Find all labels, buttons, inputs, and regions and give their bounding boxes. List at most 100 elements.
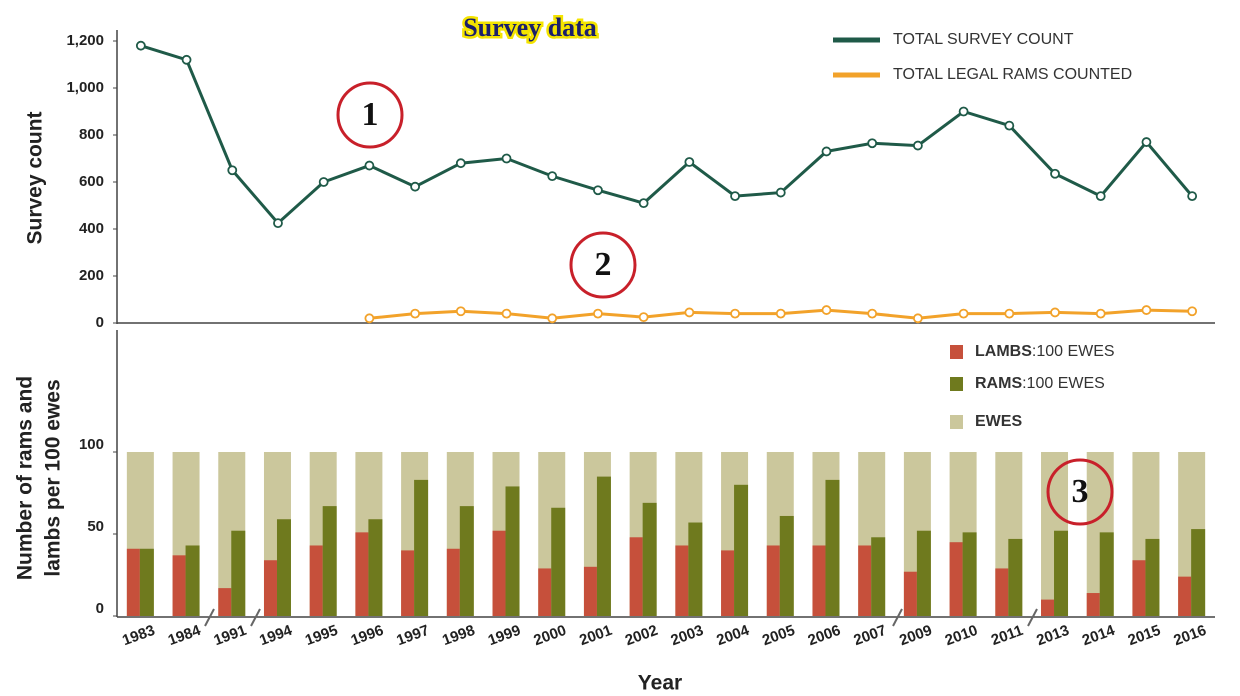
data-point — [912, 140, 923, 151]
bar — [688, 522, 703, 616]
y-axis-title: Survey count — [24, 111, 47, 244]
bar — [812, 545, 826, 616]
bar — [1041, 599, 1055, 616]
x-axis-title: Year — [638, 672, 682, 695]
x-tick-label: 2011 — [989, 622, 1025, 649]
x-tick-label: 2014 — [1080, 622, 1118, 650]
y-tick-label: 0 — [96, 600, 104, 617]
y-tick-label: 400 — [79, 220, 104, 237]
data-point — [1141, 305, 1152, 315]
x-tick-label: 1983 — [120, 622, 157, 649]
data-point — [1187, 306, 1198, 317]
data-point — [1187, 191, 1198, 202]
bar — [505, 486, 520, 616]
x-tick-label: 2010 — [943, 622, 980, 649]
bar — [871, 537, 886, 616]
data-point — [1050, 307, 1060, 318]
bar — [779, 515, 794, 616]
x-tick-label: 1991 — [212, 622, 249, 649]
bar — [721, 550, 735, 616]
legend-swatch — [950, 377, 963, 391]
x-tick-label: 1997 — [394, 622, 431, 649]
data-point — [593, 185, 603, 196]
bar — [858, 545, 872, 616]
bar — [766, 545, 780, 616]
x-tick-label: 2001 — [577, 622, 614, 649]
bar — [675, 545, 689, 616]
annotation-circle — [1046, 458, 1114, 526]
legend-label: TOTAL SURVEY COUNT — [893, 31, 1074, 48]
data-point — [867, 308, 878, 319]
data-point — [1095, 191, 1106, 202]
bar — [492, 530, 506, 616]
data-point — [638, 312, 649, 323]
data-point — [1095, 308, 1106, 319]
bar — [1191, 529, 1206, 616]
data-point — [684, 157, 695, 167]
data-point — [912, 313, 923, 324]
y-axis-title: Number of rams and — [14, 376, 37, 580]
x-tick-label: 2016 — [1171, 622, 1208, 649]
bar — [995, 568, 1009, 616]
x-tick-label: 1994 — [257, 622, 295, 650]
y-tick-label: 100 — [79, 436, 104, 453]
data-point — [1050, 168, 1060, 179]
data-point — [958, 308, 969, 319]
data-point — [1004, 120, 1015, 131]
bar — [231, 530, 246, 616]
bar — [1178, 576, 1192, 616]
bar — [322, 506, 337, 616]
legend-swatch — [950, 345, 963, 359]
legend-swatch — [950, 415, 963, 429]
data-point — [638, 198, 649, 209]
annotation-circle — [336, 81, 404, 149]
bar — [126, 548, 140, 616]
data-point — [958, 106, 969, 117]
bar — [414, 479, 429, 616]
data-point — [821, 146, 832, 157]
data-point — [501, 153, 512, 164]
bar — [642, 502, 657, 616]
annotation: 2 — [595, 246, 612, 283]
bar — [629, 537, 643, 616]
bar — [583, 566, 597, 616]
legend-label: TOTAL LEGAL RAMS COUNTED — [893, 66, 1132, 83]
bar — [446, 548, 460, 616]
data-point — [593, 308, 603, 319]
x-tick-label: 2005 — [760, 622, 797, 649]
bar — [172, 555, 186, 616]
x-tick-label: 1998 — [440, 622, 477, 649]
data-point — [1141, 137, 1152, 147]
bar — [1099, 532, 1114, 616]
bar — [309, 545, 323, 616]
bar — [949, 542, 963, 616]
bar — [276, 519, 291, 616]
data-point — [1004, 308, 1015, 319]
bar — [263, 560, 277, 616]
bar — [825, 479, 840, 616]
data-line — [140, 44, 1194, 226]
bar — [916, 530, 931, 616]
x-tick-label: 2002 — [623, 622, 660, 649]
data-point — [821, 305, 832, 315]
x-tick-label: 2003 — [669, 622, 706, 649]
y-tick-label: 600 — [79, 173, 104, 190]
annotation: 3 — [1072, 473, 1089, 510]
bar — [962, 532, 977, 616]
bar — [1054, 530, 1069, 616]
bar — [551, 507, 566, 616]
x-tick-label: 1996 — [349, 622, 386, 649]
y-tick-label: 0 — [96, 314, 104, 331]
y-tick-label: 1,000 — [66, 79, 104, 96]
y-tick-label: 50 — [87, 518, 104, 535]
bar — [1008, 538, 1023, 616]
bar — [903, 571, 917, 616]
x-tick-label: 1984 — [166, 622, 204, 650]
bar — [1132, 560, 1146, 616]
x-tick-label: 2015 — [1126, 622, 1163, 649]
data-point — [455, 158, 466, 169]
x-tick-label: 2007 — [851, 622, 888, 649]
axis-break — [204, 608, 1038, 627]
data-point — [547, 313, 558, 324]
